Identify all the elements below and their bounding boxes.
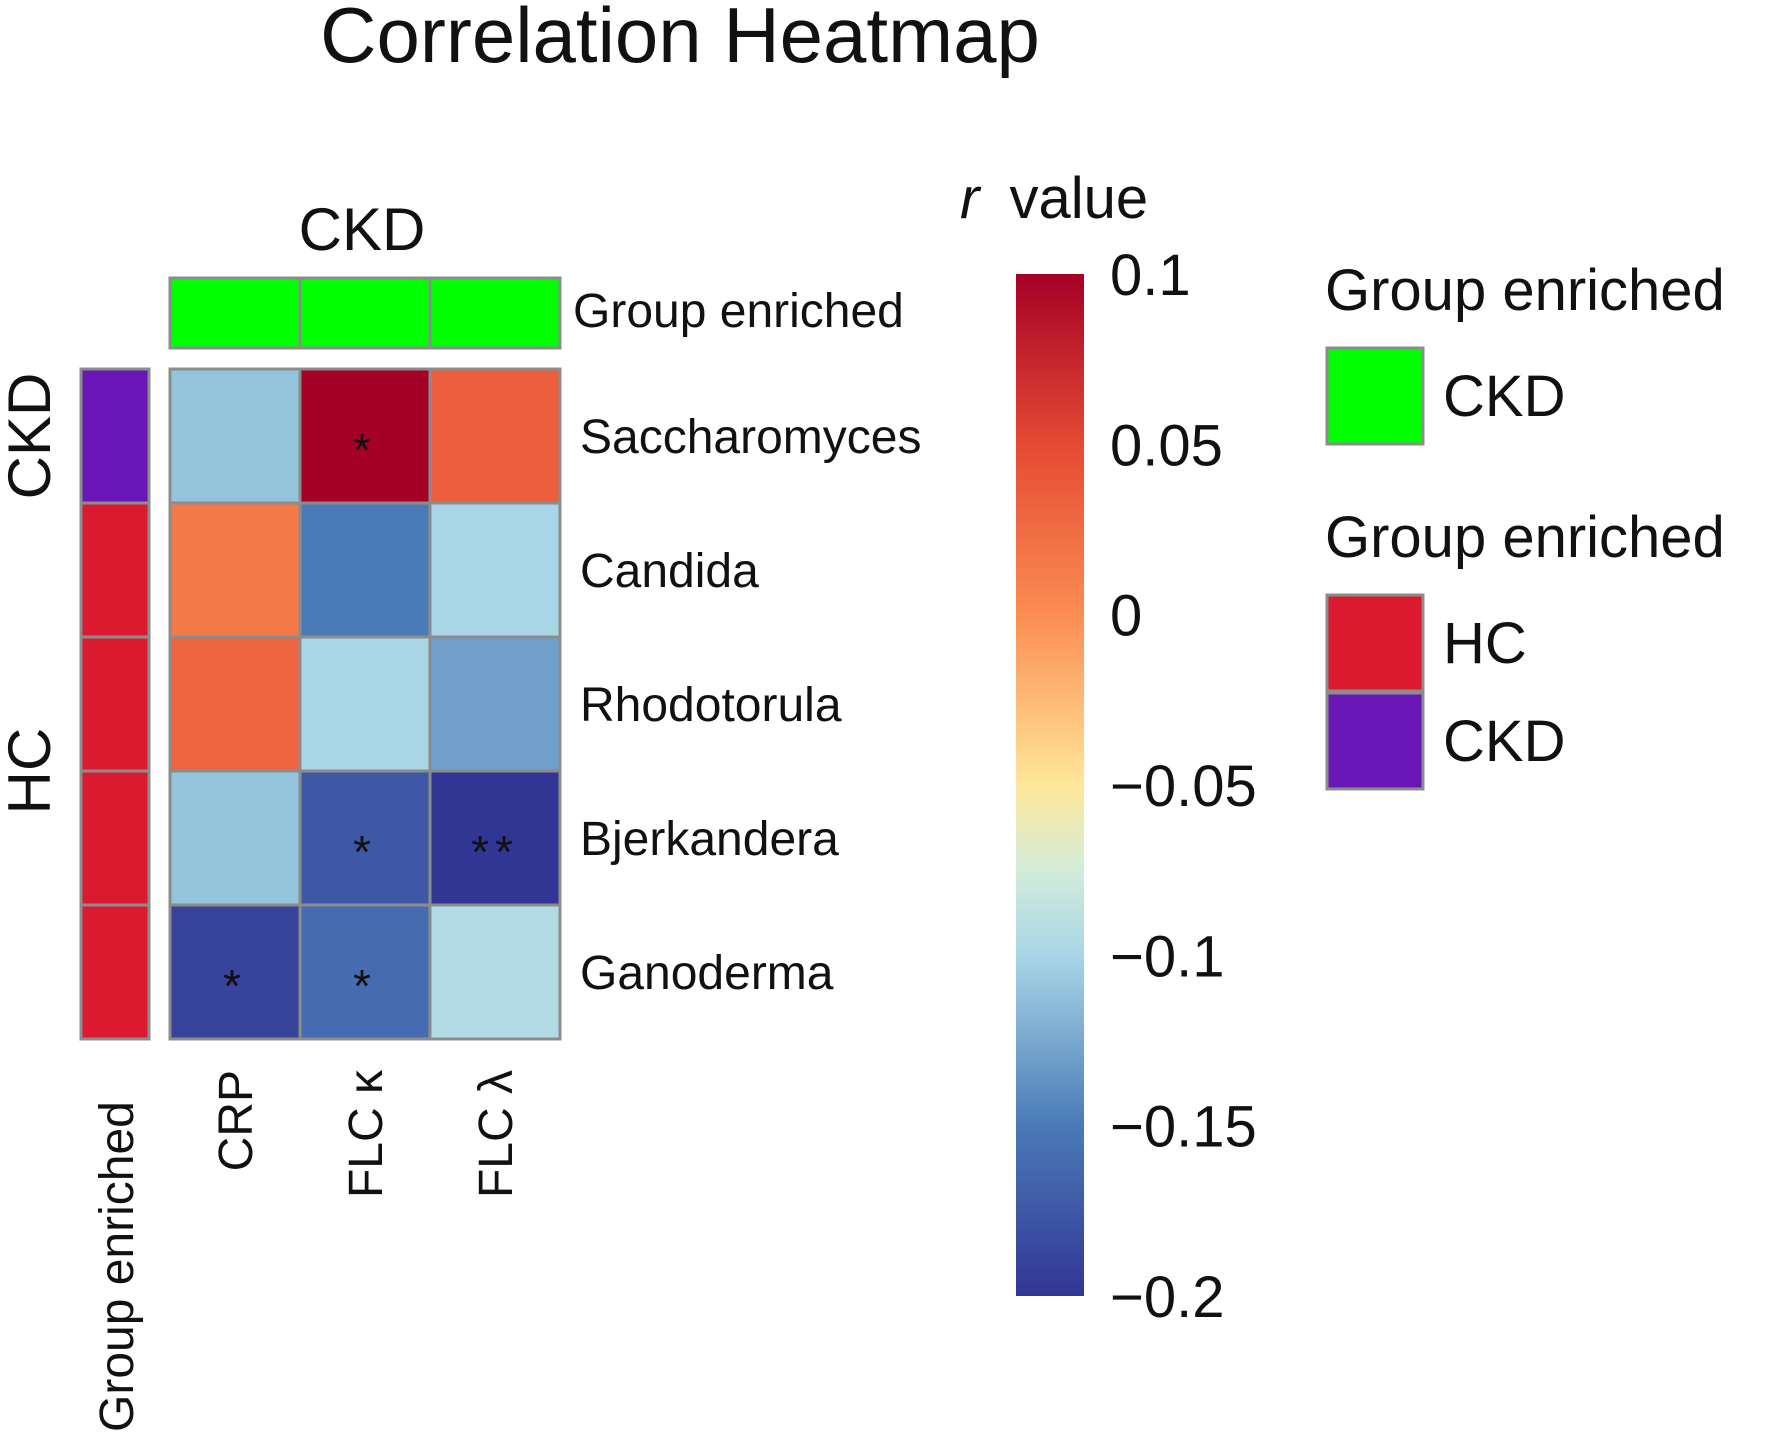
- colorbar-tick-label: −0.05: [1110, 754, 1257, 819]
- heatmap-cell: [298, 635, 432, 773]
- column-group-label: CKD: [299, 196, 426, 263]
- row-label: Rhodotorula: [580, 679, 842, 732]
- heatmap-cell: [428, 903, 562, 1041]
- row-label: Ganoderma: [580, 947, 834, 1000]
- colorbar-title-rest: value: [1009, 166, 1148, 231]
- row-annotation-cell: [79, 903, 151, 1041]
- row-label: Bjerkandera: [580, 813, 839, 866]
- significance-mark: *: [223, 960, 247, 1012]
- heatmap-cell: [298, 903, 432, 1041]
- legend-item-label: CKD: [1443, 709, 1565, 774]
- colorbar-tick-label: 0.05: [1110, 413, 1223, 478]
- heatmap-cell: [428, 635, 562, 773]
- legend-item-label: HC: [1443, 611, 1527, 676]
- heatmap-cell: [168, 769, 302, 907]
- legend-title: Group enriched: [1325, 258, 1725, 323]
- heatmap-cell: [168, 367, 302, 505]
- colorbar-tick-label: 0: [1110, 584, 1142, 649]
- colorbar: [1016, 274, 1084, 1296]
- heatmap-cell: [428, 367, 562, 505]
- colorbar-tick-label: 0.1: [1110, 243, 1191, 308]
- row-annotation-cell: [79, 367, 151, 505]
- row-annotation-cell: [79, 635, 151, 773]
- column-label: FLC λ: [470, 1070, 523, 1198]
- colorbar-title-italic: r: [960, 166, 982, 231]
- heatmap-cell: [428, 501, 562, 639]
- colorbar-tick-label: −0.1: [1110, 924, 1225, 989]
- colorbar-tick-label: −0.2: [1110, 1265, 1225, 1330]
- column-annotation-cell: [428, 276, 562, 350]
- heatmap-cell: [168, 635, 302, 773]
- heatmap-cell: [168, 501, 302, 639]
- significance-mark: *: [353, 826, 377, 878]
- row-label: Candida: [580, 545, 759, 598]
- legend-title: Group enriched: [1325, 505, 1725, 570]
- colorbar-title: r value: [960, 166, 1148, 231]
- row-annotation-cell: [79, 769, 151, 907]
- row-annotation-label: Group enriched: [91, 1101, 144, 1432]
- row-label: Saccharomyces: [580, 411, 921, 464]
- column-annotation-label: Group enriched: [573, 285, 904, 338]
- legend-swatch: [1325, 593, 1425, 693]
- significance-mark: *: [353, 424, 377, 476]
- heatmap-cell: [298, 769, 432, 907]
- significance-mark: *: [353, 960, 377, 1012]
- heatmap-cell: [298, 501, 432, 639]
- row-annotation-cell: [79, 501, 151, 639]
- significance-mark: **: [471, 826, 519, 878]
- column-annotation-cell: [298, 276, 432, 350]
- column-annotation-cell: [168, 276, 302, 350]
- row-group-label: CKD: [0, 373, 63, 500]
- legend-swatch: [1325, 691, 1425, 791]
- chart-title: Correlation Heatmap: [320, 0, 1040, 79]
- heatmap-cell: [298, 367, 432, 505]
- column-label: FLC κ: [340, 1069, 393, 1198]
- column-label: CRP: [210, 1070, 263, 1171]
- legend-swatch: [1325, 346, 1425, 446]
- legend-item-label: CKD: [1443, 364, 1565, 429]
- row-group-label: HC: [0, 728, 63, 815]
- colorbar-tick-label: −0.15: [1110, 1095, 1257, 1160]
